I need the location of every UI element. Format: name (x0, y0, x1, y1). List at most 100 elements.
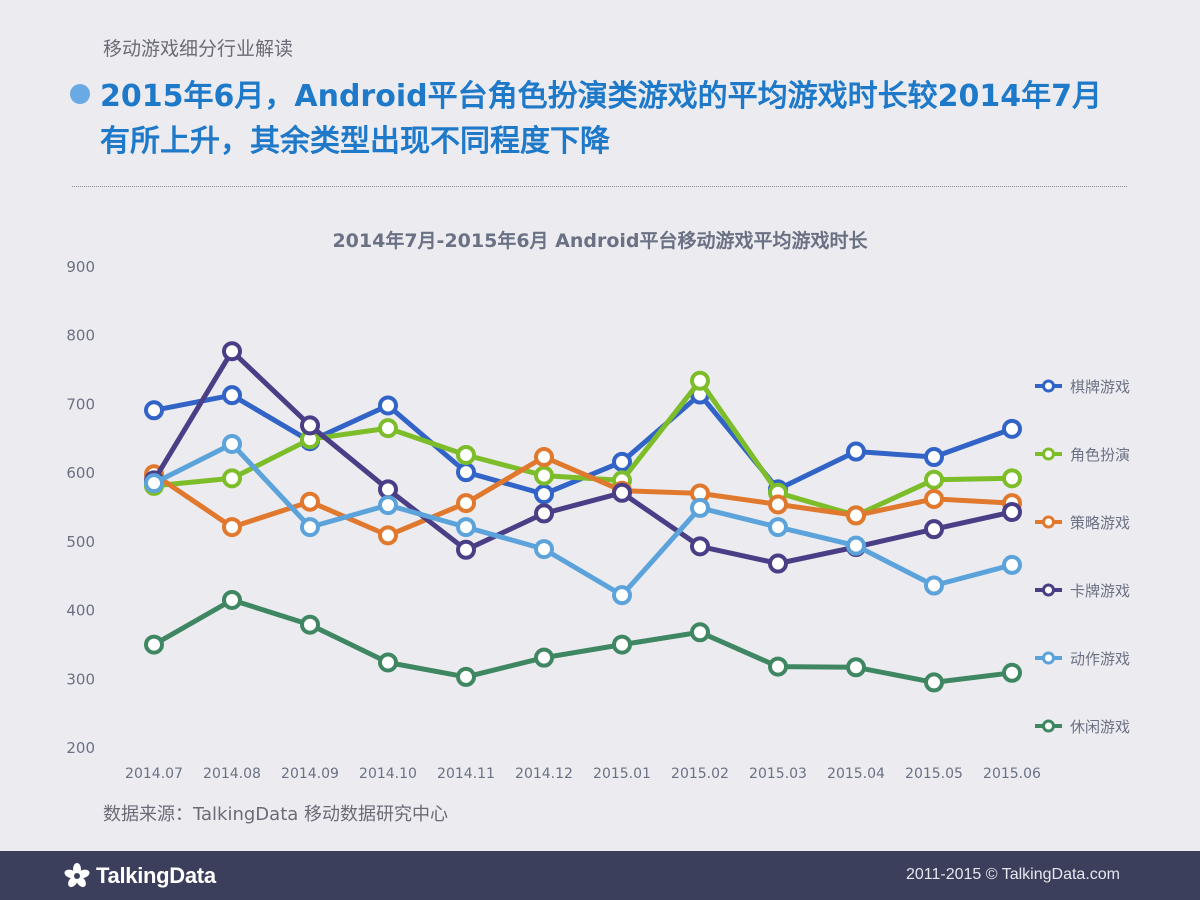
data-point (768, 494, 788, 515)
y-tick-label: 700 (66, 395, 95, 413)
legend-swatch-marker (1042, 447, 1055, 461)
section-label: 移动游戏细分行业解读 (103, 38, 294, 60)
data-point (1002, 554, 1022, 575)
series-1 (144, 384, 1022, 505)
copyright: 2011-2015 © TalkingData.com (906, 866, 1120, 883)
data-point (222, 468, 242, 489)
data-point (924, 488, 944, 509)
x-tick-label: 2015.04 (827, 766, 885, 782)
legend-item: 卡牌游戏 (1035, 582, 1130, 600)
data-point (1002, 418, 1022, 439)
data-point (222, 589, 242, 610)
data-point (690, 536, 710, 557)
x-tick-label: 2015.05 (905, 766, 963, 782)
data-point (612, 634, 632, 655)
legend-item: 休闲游戏 (1035, 718, 1130, 736)
data-point (924, 519, 944, 540)
legend-item: 棋牌游戏 (1035, 378, 1130, 396)
y-tick-label: 400 (66, 602, 95, 620)
data-point (378, 525, 398, 546)
data-point (144, 400, 164, 421)
x-tick-label: 2014.07 (125, 766, 183, 782)
legend-label: 角色扮演 (1070, 446, 1130, 464)
data-point (378, 652, 398, 673)
data-point (144, 473, 164, 494)
legend-label: 策略游戏 (1070, 514, 1130, 532)
data-point (768, 553, 788, 574)
y-tick-label: 900 (66, 258, 95, 276)
y-tick-label: 300 (66, 670, 95, 688)
talkingdata-logo-icon (64, 863, 90, 888)
legend-label: 动作游戏 (1070, 650, 1130, 668)
series-6 (144, 589, 1022, 693)
legend-swatch-marker (1042, 379, 1055, 393)
data-point (768, 656, 788, 677)
data-point (690, 370, 710, 391)
data-point (612, 451, 632, 472)
y-tick-label: 800 (66, 327, 95, 345)
legend-swatch-marker (1042, 719, 1055, 733)
data-point (690, 497, 710, 518)
data-point (924, 447, 944, 468)
series-line (151, 441, 1015, 598)
x-tick-label: 2014.08 (203, 766, 261, 782)
data-point (534, 503, 554, 524)
y-tick-label: 600 (66, 464, 95, 482)
data-point (846, 535, 866, 556)
divider (72, 186, 1127, 187)
data-point (456, 444, 476, 465)
series-line (151, 454, 1015, 538)
data-point (690, 622, 710, 643)
x-tick-label: 2015.02 (671, 766, 729, 782)
legend-label: 休闲游戏 (1070, 718, 1130, 736)
series-5 (144, 433, 1022, 606)
data-point (1002, 468, 1022, 489)
data-point (222, 433, 242, 454)
data-point (924, 469, 944, 490)
source-note: 数据来源：TalkingData 移动数据研究中心 (103, 804, 449, 825)
chart-title: 2014年7月-2015年6月 Android平台移动游戏平均游戏时长 (332, 230, 868, 252)
x-tick-label: 2014.11 (437, 766, 495, 782)
legend-item: 动作游戏 (1035, 650, 1130, 668)
x-tick-label: 2014.10 (359, 766, 417, 782)
data-point (456, 539, 476, 560)
footer-logo[interactable]: TalkingData (64, 863, 216, 889)
series-line (151, 378, 1015, 518)
data-point (456, 462, 476, 483)
x-tick-label: 2014.09 (281, 766, 339, 782)
data-point (300, 491, 320, 512)
data-point (456, 517, 476, 538)
x-tick-label: 2015.01 (593, 766, 651, 782)
footer-bar: TalkingData 2011-2015 © TalkingData.com (0, 851, 1200, 900)
data-point (924, 672, 944, 693)
data-point (300, 614, 320, 635)
data-point (222, 341, 242, 362)
data-point (1002, 501, 1022, 522)
data-point (1002, 662, 1022, 683)
data-point (378, 479, 398, 500)
data-point (924, 575, 944, 596)
logo-text: TalkingData (96, 863, 216, 888)
data-point (534, 447, 554, 468)
y-axis: 900 800 700 600 500 400 300 200 (66, 258, 95, 757)
x-tick-label: 2015.06 (983, 766, 1041, 782)
legend-label: 卡牌游戏 (1070, 582, 1130, 600)
data-point (378, 418, 398, 439)
headline: 2015年6月，Android平台角色扮演类游戏的平均游戏时长较2014年7月有… (100, 79, 1102, 159)
series-layer (144, 341, 1022, 693)
data-point (222, 385, 242, 406)
data-point (300, 415, 320, 436)
data-point (534, 484, 554, 505)
data-point (300, 517, 320, 538)
x-axis: 2014.07 2014.08 2014.09 2014.10 2014.11 2014.… (125, 766, 1041, 782)
legend-swatch-marker (1042, 651, 1055, 665)
data-point (534, 465, 554, 486)
data-point (846, 441, 866, 462)
data-point (768, 517, 788, 538)
legend-item: 角色扮演 (1035, 446, 1130, 464)
data-point (378, 495, 398, 516)
legend-item: 策略游戏 (1035, 514, 1130, 532)
legend-swatch-marker (1042, 515, 1055, 529)
series-line (151, 348, 1015, 566)
